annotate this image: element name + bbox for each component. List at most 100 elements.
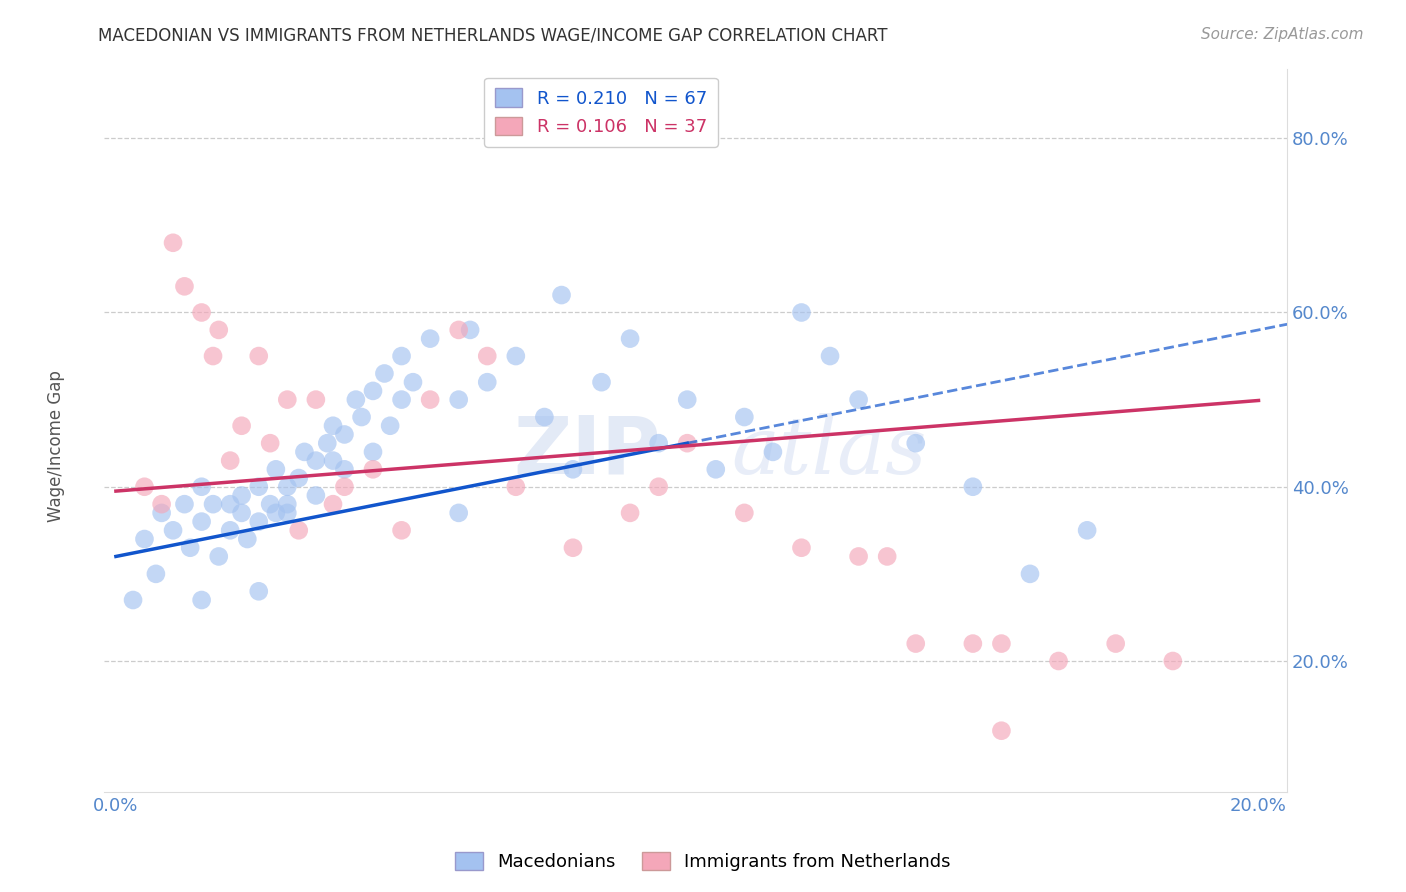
Point bbox=[333, 462, 356, 476]
Point bbox=[173, 497, 195, 511]
Point bbox=[316, 436, 339, 450]
Point bbox=[904, 636, 927, 650]
Point bbox=[391, 392, 413, 407]
Text: Source: ZipAtlas.com: Source: ZipAtlas.com bbox=[1201, 27, 1364, 42]
Point bbox=[259, 497, 281, 511]
Point bbox=[190, 515, 212, 529]
Point bbox=[562, 462, 585, 476]
Point bbox=[1076, 524, 1098, 538]
Point bbox=[264, 462, 287, 476]
Point bbox=[733, 410, 755, 425]
Legend: R = 0.210   N = 67, R = 0.106   N = 37: R = 0.210 N = 67, R = 0.106 N = 37 bbox=[485, 78, 718, 147]
Point bbox=[333, 480, 356, 494]
Point bbox=[276, 480, 298, 494]
Point bbox=[550, 288, 572, 302]
Text: ZIP: ZIP bbox=[513, 413, 661, 491]
Point bbox=[219, 453, 242, 467]
Point bbox=[287, 471, 309, 485]
Point bbox=[361, 384, 384, 398]
Point bbox=[179, 541, 201, 555]
Point bbox=[477, 375, 499, 389]
Point bbox=[848, 392, 870, 407]
Point bbox=[122, 593, 145, 607]
Point bbox=[219, 497, 242, 511]
Point bbox=[373, 367, 395, 381]
Point bbox=[276, 392, 298, 407]
Point bbox=[322, 418, 344, 433]
Point bbox=[676, 436, 699, 450]
Point bbox=[419, 392, 441, 407]
Point bbox=[818, 349, 841, 363]
Point bbox=[562, 541, 585, 555]
Point bbox=[145, 566, 167, 581]
Point bbox=[305, 392, 328, 407]
Text: MACEDONIAN VS IMMIGRANTS FROM NETHERLANDS WAGE/INCOME GAP CORRELATION CHART: MACEDONIAN VS IMMIGRANTS FROM NETHERLAND… bbox=[98, 27, 889, 45]
Point bbox=[904, 436, 927, 450]
Point bbox=[173, 279, 195, 293]
Point bbox=[202, 497, 225, 511]
Point bbox=[647, 436, 669, 450]
Point bbox=[247, 349, 270, 363]
Point bbox=[208, 549, 231, 564]
Point bbox=[162, 235, 184, 250]
Point bbox=[276, 506, 298, 520]
Point bbox=[733, 506, 755, 520]
Point bbox=[322, 453, 344, 467]
Point bbox=[350, 410, 373, 425]
Point bbox=[477, 349, 499, 363]
Point bbox=[1105, 636, 1128, 650]
Point bbox=[402, 375, 425, 389]
Point bbox=[447, 323, 470, 337]
Point bbox=[247, 584, 270, 599]
Point bbox=[962, 480, 984, 494]
Point bbox=[264, 506, 287, 520]
Point bbox=[162, 524, 184, 538]
Point bbox=[231, 488, 253, 502]
Point bbox=[259, 436, 281, 450]
Point bbox=[458, 323, 481, 337]
Point bbox=[294, 445, 316, 459]
Point bbox=[676, 392, 699, 407]
Point bbox=[247, 515, 270, 529]
Point bbox=[305, 453, 328, 467]
Point bbox=[505, 480, 527, 494]
Text: Wage/Income Gap: Wage/Income Gap bbox=[48, 370, 65, 522]
Point bbox=[247, 480, 270, 494]
Point bbox=[190, 305, 212, 319]
Point bbox=[848, 549, 870, 564]
Point bbox=[361, 445, 384, 459]
Point bbox=[990, 636, 1012, 650]
Point bbox=[150, 497, 173, 511]
Point bbox=[1019, 566, 1042, 581]
Point bbox=[378, 418, 401, 433]
Point bbox=[447, 506, 470, 520]
Point bbox=[447, 392, 470, 407]
Point bbox=[704, 462, 727, 476]
Point bbox=[287, 524, 309, 538]
Point bbox=[190, 593, 212, 607]
Point bbox=[305, 488, 328, 502]
Point bbox=[505, 349, 527, 363]
Point bbox=[236, 532, 259, 546]
Point bbox=[591, 375, 613, 389]
Point bbox=[134, 480, 156, 494]
Point bbox=[1047, 654, 1070, 668]
Point bbox=[219, 524, 242, 538]
Point bbox=[762, 445, 785, 459]
Point bbox=[962, 636, 984, 650]
Point bbox=[533, 410, 555, 425]
Point bbox=[231, 506, 253, 520]
Point bbox=[391, 524, 413, 538]
Point bbox=[619, 506, 641, 520]
Point bbox=[790, 541, 813, 555]
Point bbox=[790, 305, 813, 319]
Point bbox=[150, 506, 173, 520]
Point bbox=[647, 480, 669, 494]
Point bbox=[391, 349, 413, 363]
Point bbox=[276, 497, 298, 511]
Point bbox=[333, 427, 356, 442]
Legend: Macedonians, Immigrants from Netherlands: Macedonians, Immigrants from Netherlands bbox=[449, 845, 957, 879]
Point bbox=[1161, 654, 1184, 668]
Point bbox=[202, 349, 225, 363]
Point bbox=[190, 480, 212, 494]
